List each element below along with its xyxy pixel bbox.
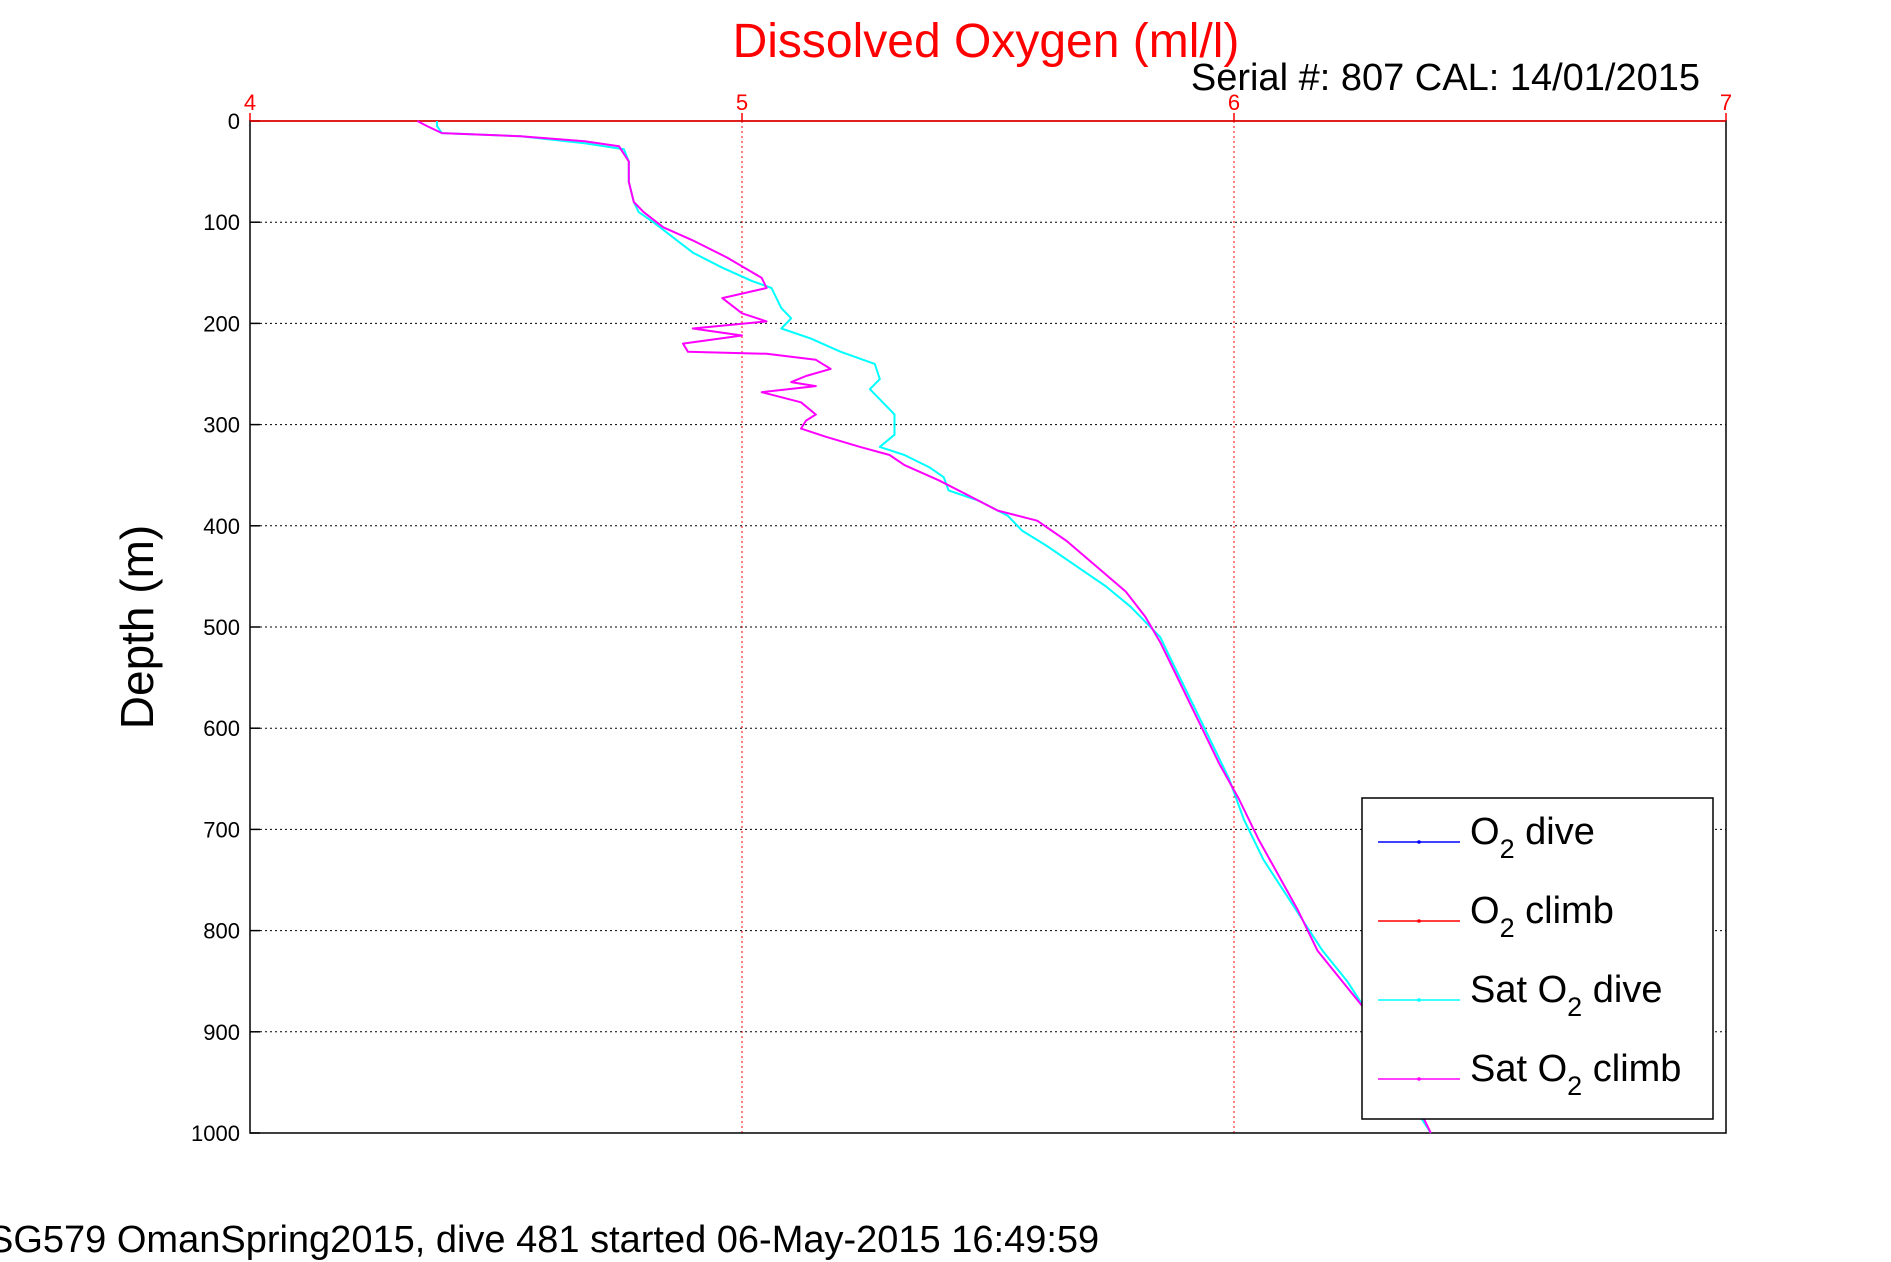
legend-base: O [1470,890,1500,932]
legend-subscript: 2 [1567,1071,1582,1101]
x-tick-labels: 4 5 6 7 [244,90,1732,115]
legend-label: O2 climb [1470,890,1614,943]
series-line-sat-o2-climb [416,120,1432,1134]
series-lines [416,120,1432,1134]
legend-base: O [1538,1048,1568,1090]
legend-label: Sat O2 climb [1470,1048,1681,1101]
y-tick-label: 600 [203,716,240,741]
legend-subscript: 2 [1567,992,1582,1022]
legend-marker [1417,840,1421,844]
y-tick-label: 100 [203,210,240,235]
y-axis-label: Depth (m) [111,525,163,729]
y-tick-label: 700 [203,817,240,842]
y-tick-labels: 0 100 200 300 400 500 600 700 800 900 1000 [191,109,240,1146]
legend-suffix: climb [1515,890,1614,932]
legend-label: Sat O2 dive [1470,969,1662,1022]
legend-prefix: Sat [1470,969,1538,1011]
y-tick-label: 400 [203,514,240,539]
x-tick-label: 6 [1228,90,1240,115]
y-tick-label: 800 [203,919,240,944]
series-line-sat-o2-dive [436,121,1432,1134]
legend-subscript: 2 [1500,913,1515,943]
chart-subtitle: Serial #: 807 CAL: 14/01/2015 [1191,57,1700,99]
y-tick-label: 200 [203,311,240,336]
legend-marker [1417,1077,1421,1081]
legend-suffix: dive [1515,811,1595,853]
legend-base: O [1470,811,1500,853]
legend-subscript: 2 [1500,834,1515,864]
x-tick-label: 4 [244,90,256,115]
legend-label: O2 dive [1470,811,1595,864]
y-tick-label: 0 [228,109,240,134]
legend-marker [1417,998,1421,1002]
legend-marker [1417,919,1421,923]
chart-title: Dissolved Oxygen (ml/l) [733,15,1240,68]
footer-caption: SG579 OmanSpring2015, dive 481 started 0… [0,1219,1099,1261]
legend-box [1361,797,1714,1120]
legend-base: O [1538,969,1568,1011]
y-tick-label: 900 [203,1020,240,1045]
y-tick-label: 300 [203,413,240,438]
legend-prefix: Sat [1470,1048,1538,1090]
y-tick-label: 500 [203,615,240,640]
legend-suffix: dive [1582,969,1662,1011]
x-tick-label: 7 [1720,90,1732,115]
y-tick-label: 1000 [191,1121,240,1146]
legend-suffix: climb [1582,1048,1681,1090]
x-tick-label: 5 [736,90,748,115]
